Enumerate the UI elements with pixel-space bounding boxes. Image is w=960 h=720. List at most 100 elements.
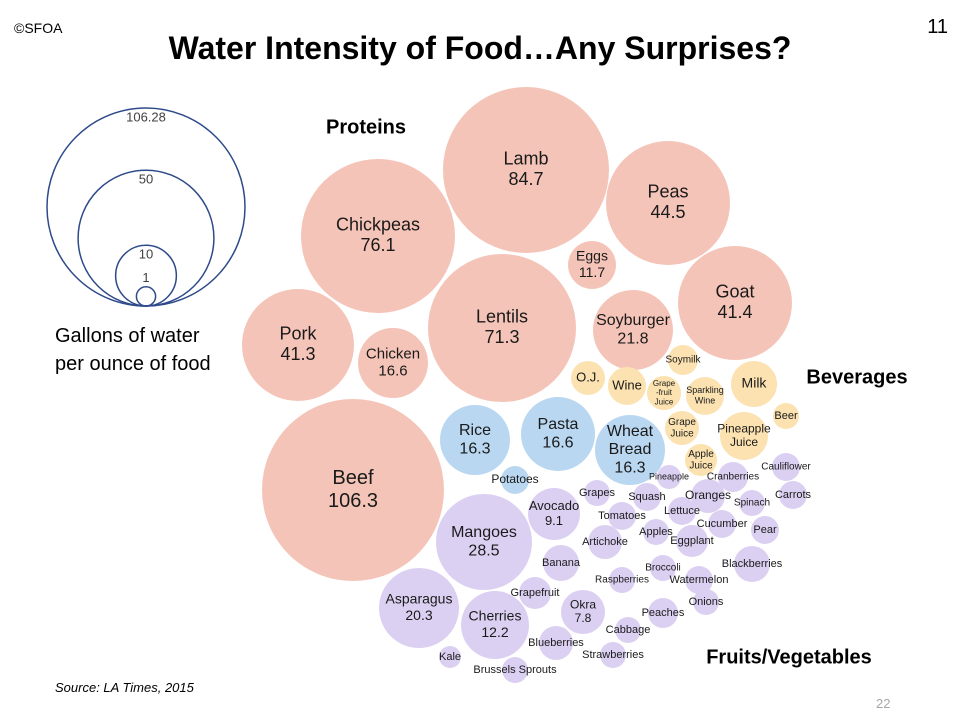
bubble-value-avocado: 9.1 [545,513,563,528]
bubble-value-eggs: 11.7 [579,264,605,280]
bubble-label-cucumber: Cucumber [697,518,748,530]
bubble-eggs [568,241,616,289]
bubble-label-artichoke: Artichoke [582,536,628,548]
bubble-value-mangoes: 28.5 [468,542,499,559]
bubble-value-goat: 41.4 [717,302,752,322]
bubble-potatoes [501,466,529,494]
bubble-label-beer: Beer [774,410,798,422]
bubble-value-beef: 106.3 [328,490,378,512]
bubble-blackberries [734,546,770,582]
bubble-label-blackberries: Blackberries [722,558,783,570]
bubble-label-lettuce: Lettuce [664,505,700,517]
bubble-cherries [461,591,529,659]
bubble-lamb [443,87,609,253]
bubble-label-grapes: Grapes [579,487,616,499]
bubble-value-soyburger: 21.8 [617,330,648,347]
bubble-lettuce [668,497,696,525]
bubble-peaches [648,598,678,628]
bubble-label-rice: Rice [459,422,491,439]
bubble-mangoes [436,494,532,590]
bubble-lentils [428,254,576,402]
bubble-cabbage [615,617,641,643]
bubble-value-lamb: 84.7 [508,169,543,189]
bubble-okra [561,590,605,634]
bubble-label-mangoes: Mangoes [451,524,517,541]
bubble-sparkling-wine [686,377,724,415]
bubble-cucumber [708,510,736,538]
bubble-spinach [739,490,765,516]
bubble-grapefruit [519,577,551,609]
legend-caption-line2: per ounce of food [55,353,211,375]
group-label-fruits-vegetables: Fruits/Vegetables [706,646,872,668]
bubble-value-peas: 44.5 [650,202,685,222]
bubble-label-wine: Wine [612,377,642,392]
bubble-label-strawberries: Strawberries [582,649,644,661]
bubble-label-watermelon: Watermelon [670,574,729,586]
legend-caption-line1: Gallons of water [55,325,200,347]
bubble-eggplant [676,525,708,557]
slide-title: Water Intensity of Food…Any Surprises? [168,30,792,66]
bubble-label-grape-fruit-juice-0: Grape [653,379,676,388]
bubble-label-spinach: Spinach [734,498,770,509]
bubble-peas [606,141,730,265]
bubble-label-potatoes: Potatoes [491,472,538,486]
bubble-banana [543,545,579,581]
bubble-label-sparkling-wine-1: Wine [695,396,716,406]
bubble-label-sparkling-wine-0: Sparkling [686,385,724,395]
bubble-label-okra: Okra [570,597,596,611]
bubble-label-asparagus: Asparagus [386,591,453,607]
bubble-kale [439,646,461,668]
bubble-oranges [691,479,725,513]
bubble-label-peaches: Peaches [642,607,685,619]
bubble-beer [773,403,799,429]
bubble-tomatoes [608,502,636,530]
group-label-proteins: Proteins [326,116,406,138]
slide-number: 11 [927,16,948,38]
bubble-label-grape-fruit-juice-1: -fruit [656,388,673,397]
bubble-o-j [571,361,605,395]
bubble-label-soymilk: Soymilk [665,355,701,366]
bubble-label-milk: Milk [742,375,768,391]
bubble-label-blueberries: Blueberries [528,637,584,649]
bubble-label-apple-juice-1: Juice [689,460,713,471]
bubble-label-lamb: Lamb [503,148,548,168]
legend-ring-label-50: 50 [139,172,153,187]
bubble-pork [242,289,354,401]
bubble-label-apples: Apples [639,526,673,538]
bubble-label-beef: Beef [332,467,374,489]
bubble-label-pineapple: Pineapple [649,471,689,481]
bubble-value-pork: 41.3 [280,344,315,364]
bubble-watermelon [685,566,713,594]
bubble-label-eggplant: Eggplant [670,535,713,547]
bubble-value-pasta: 16.6 [542,434,573,451]
legend-caption: Gallons of water per ounce of food [55,322,211,378]
bubble-label-cauliflower: Cauliflower [761,462,811,473]
bubble-soyburger [593,290,673,370]
bubble-soymilk [668,345,698,375]
bubble-label-grapefruit: Grapefruit [511,587,560,599]
bubble-avocado [528,488,580,540]
bubble-label-raspberries: Raspberries [595,575,649,586]
bubble-label-chickpeas: Chickpeas [336,214,420,234]
bubble-label-grape-fruit-juice-2: Juice [655,397,674,406]
bubble-label-tomatoes: Tomatoes [598,510,646,522]
bubble-wheat-bread [595,415,665,485]
bubble-artichoke [588,525,622,559]
bubble-grape-fruit-juice [647,376,681,410]
bubble-label-banana: Banana [542,557,581,569]
bubble-label-soyburger: Soyburger [596,312,670,329]
bubble-label-peas: Peas [647,181,688,201]
bubble-cranberries [718,462,748,492]
bubble-pear [751,516,779,544]
bubble-label-squash: Squash [628,491,665,503]
bubble-wine [608,367,646,405]
bubble-brussels-sprouts [502,657,528,683]
bubble-goat [678,246,792,360]
bubble-label-eggs: Eggs [576,248,608,264]
bubble-rice [440,405,510,475]
bubble-value-chicken: 16.6 [378,363,407,380]
bubble-label-cabbage: Cabbage [606,624,651,636]
bubble-label-kale: Kale [439,651,461,663]
bubble-beef [262,399,444,581]
